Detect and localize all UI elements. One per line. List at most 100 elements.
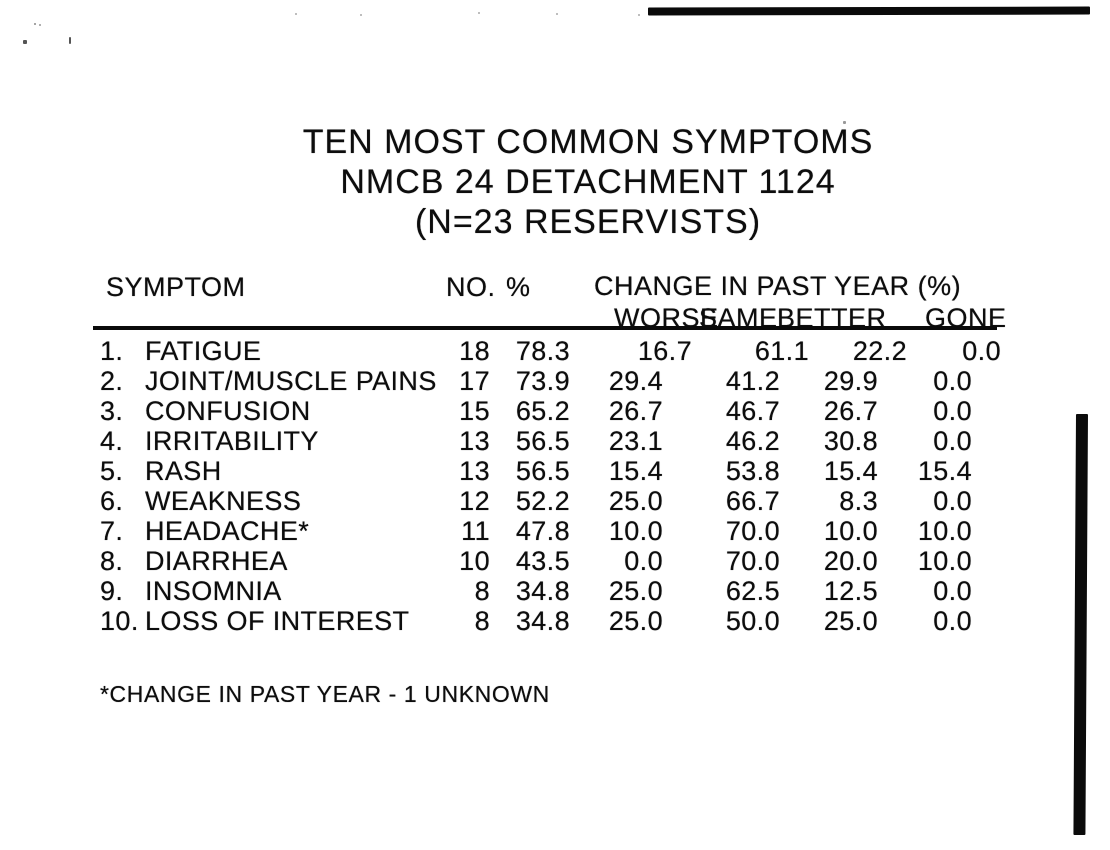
gone-value: 10.0 [917, 516, 972, 546]
scan-speck [295, 13, 297, 15]
gone-value: 0.0 [933, 426, 972, 456]
document-title: TEN MOST COMMON SYMPTOMS NMCB 24 DETACHM… [0, 122, 1110, 242]
gone-value: 0.0 [933, 606, 972, 636]
title-line-3: (N=23 RESERVISTS) [414, 203, 762, 241]
table-row: 9. INSOMNIA 8 34.8 25.0 62.5 12.5 0.0 [0, 576, 1110, 606]
no-value: 15 [459, 396, 490, 426]
symptom-name: CONFUSION [145, 396, 311, 426]
no-value: 8 [474, 606, 490, 636]
pct-value: 78.3 [515, 336, 570, 366]
table-row: 5. RASH 13 56.5 15.4 53.8 15.4 15.4 [0, 456, 1110, 486]
no-value: 13 [459, 456, 490, 486]
gone-value: 0.0 [962, 336, 1001, 366]
better-value: 10.0 [823, 516, 878, 546]
pct-value: 47.8 [515, 516, 570, 546]
row-rank: 4. [100, 426, 124, 456]
pct-value: 73.9 [515, 366, 570, 396]
column-header-percent: % [506, 272, 531, 302]
worse-value: 25.0 [608, 606, 663, 636]
pct-value: 52.2 [515, 486, 570, 516]
better-value: 12.5 [823, 576, 878, 606]
symptom-name: DIARRHEA [145, 546, 288, 576]
no-value: 13 [459, 426, 490, 456]
scan-speck [39, 24, 41, 26]
symptom-name: JOINT/MUSCLE PAINS [145, 366, 437, 396]
gone-value: 0.0 [933, 486, 972, 516]
scan-speck [638, 14, 640, 16]
gone-value: 10.0 [917, 546, 972, 576]
pct-value: 56.5 [515, 456, 570, 486]
scan-speck [478, 12, 480, 14]
symptom-name: RASH [145, 456, 222, 486]
table-row: 4. IRRITABILITY 13 56.5 23.1 46.2 30.8 0.0 [0, 426, 1110, 456]
table-row: 6. WEAKNESS 12 52.2 25.0 66.7 8.3 0.0 [0, 486, 1110, 516]
symptom-name: HEADACHE* [145, 516, 310, 546]
gone-value: 15.4 [917, 456, 972, 486]
symptom-name: LOSS OF INTEREST [145, 606, 410, 636]
no-value: 12 [459, 486, 490, 516]
symptom-name: IRRITABILITY [145, 426, 319, 456]
row-rank: 8. [100, 546, 124, 576]
title-line-1: TEN MOST COMMON SYMPTOMS [302, 123, 874, 161]
scan-speck [23, 40, 27, 44]
gone-value: 0.0 [933, 366, 972, 396]
column-header-no: NO. [446, 272, 496, 302]
row-rank: 3. [100, 396, 124, 426]
row-rank: 7. [100, 516, 124, 546]
worse-value: 26.7 [608, 396, 663, 426]
same-value: 62.5 [725, 576, 780, 606]
row-rank: 5. [100, 456, 124, 486]
better-value: 8.3 [839, 486, 878, 516]
pct-value: 65.2 [515, 396, 570, 426]
better-value: 29.9 [823, 366, 878, 396]
worse-value: 0.0 [624, 546, 663, 576]
gone-value: 0.0 [933, 396, 972, 426]
better-value: 30.8 [823, 426, 878, 456]
gone-value: 0.0 [933, 576, 972, 606]
row-rank: 10. [100, 606, 139, 636]
symptom-name: FATIGUE [145, 336, 262, 366]
table-row: 8. DIARRHEA 10 43.5 0.0 70.0 20.0 10.0 [0, 546, 1110, 576]
column-group-header-change: CHANGE IN PAST YEAR (%) [594, 271, 962, 301]
worse-value: 25.0 [608, 576, 663, 606]
pct-value: 43.5 [515, 546, 570, 576]
table-row: 10. LOSS OF INTEREST 8 34.8 25.0 50.0 25.0 0.0 [0, 606, 1110, 636]
footnote: *CHANGE IN PAST YEAR - 1 UNKNOWN [100, 681, 550, 707]
better-value: 20.0 [823, 546, 878, 576]
scan-speck [34, 23, 36, 25]
same-value: 70.0 [725, 516, 780, 546]
same-value: 50.0 [725, 606, 780, 636]
worse-value: 10.0 [608, 516, 663, 546]
no-value: 10 [459, 546, 490, 576]
no-value: 18 [459, 336, 490, 366]
better-value: 25.0 [823, 606, 878, 636]
scan-artifact-top-bar [647, 6, 1091, 16]
scan-speck [69, 37, 71, 44]
row-rank: 6. [100, 486, 124, 516]
same-value: 46.7 [725, 396, 780, 426]
better-value: 22.2 [852, 336, 907, 366]
worse-value: 25.0 [608, 486, 663, 516]
same-value: 53.8 [725, 456, 780, 486]
scan-speck [843, 121, 846, 124]
no-value: 17 [459, 366, 490, 396]
worse-value: 29.4 [608, 366, 663, 396]
worse-value: 16.7 [637, 336, 692, 366]
symptom-name: INSOMNIA [145, 576, 282, 606]
pct-value: 34.8 [515, 606, 570, 636]
scan-speck [556, 13, 558, 15]
same-value: 41.2 [725, 366, 780, 396]
table-row: 7. HEADACHE* 11 47.8 10.0 70.0 10.0 10.0 [0, 516, 1110, 546]
same-value: 46.2 [725, 426, 780, 456]
title-line-2: NMCB 24 DETACHMENT 1124 [340, 163, 836, 201]
no-value: 11 [461, 516, 490, 546]
same-value: 70.0 [725, 546, 780, 576]
row-rank: 1. [100, 336, 124, 366]
row-rank: 9. [100, 576, 124, 606]
column-header-symptom: SYMPTOM [106, 272, 246, 302]
same-value: 66.7 [725, 486, 780, 516]
better-value: 15.4 [823, 456, 878, 486]
worse-value: 15.4 [608, 456, 663, 486]
symptom-name: WEAKNESS [145, 486, 302, 516]
